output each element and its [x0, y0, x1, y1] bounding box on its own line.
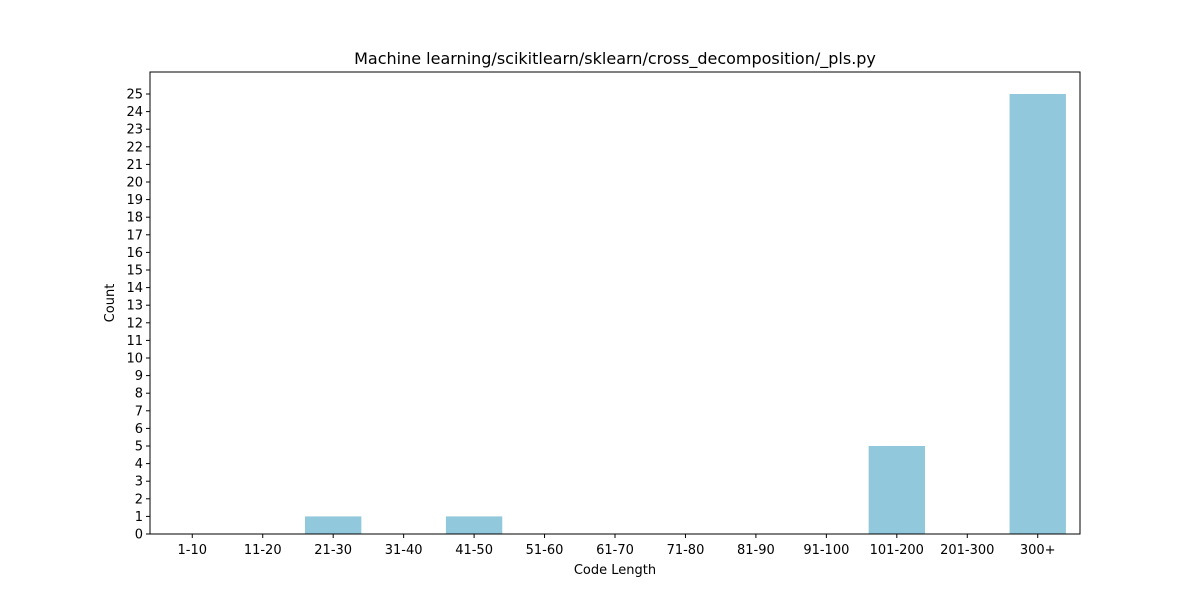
y-tick-label: 16: [126, 246, 143, 261]
bar-300+: [1009, 94, 1066, 534]
y-tick-label: 18: [126, 211, 143, 226]
x-tick-label: 31-40: [385, 543, 423, 558]
y-tick-label: 20: [126, 176, 143, 191]
y-tick-label: 8: [135, 387, 143, 402]
x-axis-label: Code Length: [574, 563, 656, 578]
x-tick-label: 300+: [1020, 543, 1056, 558]
y-tick-label: 22: [126, 140, 143, 155]
x-tick-label: 11-20: [244, 543, 282, 558]
y-tick-label: 9: [135, 369, 143, 384]
bar-41-50: [445, 516, 503, 534]
y-tick-label: 1: [135, 510, 143, 525]
y-tick-label: 11: [126, 334, 143, 349]
x-tick-label: 21-30: [314, 543, 352, 558]
y-tick-label: 3: [135, 475, 143, 490]
x-tick-label: 41-50: [455, 543, 493, 558]
y-axis: 0123456789101112131415161718192021222324…: [126, 88, 150, 543]
x-tick-label: 51-60: [526, 543, 564, 558]
y-tick-label: 6: [135, 422, 143, 437]
x-tick-label: 81-90: [737, 543, 775, 558]
x-tick-label: 101-200: [870, 543, 924, 558]
y-tick-label: 19: [126, 193, 143, 208]
y-tick-label: 4: [135, 457, 143, 472]
chart-title: Machine learning/scikitlearn/sklearn/cro…: [354, 49, 876, 69]
x-axis: 1-10 11-20 21-30 31-40 41-50 51-60 61-70 71-80 8…: [178, 534, 1056, 558]
y-axis-label: Count: [103, 284, 118, 323]
y-tick-label: 24: [126, 105, 143, 120]
y-tick-label: 14: [126, 281, 143, 296]
plot-frame: [149, 71, 1081, 535]
bar-101-200: [868, 446, 925, 534]
bar-21-30: [305, 516, 362, 534]
y-tick-label: 23: [126, 123, 143, 138]
y-tick-label: 7: [135, 404, 143, 419]
y-tick-label: 2: [135, 492, 143, 507]
y-tick-label: 13: [126, 299, 143, 314]
x-tick-label: 71-80: [667, 543, 705, 558]
y-tick-label: 15: [126, 264, 143, 279]
x-tick-label: 91-100: [803, 543, 849, 558]
y-tick-label: 12: [126, 316, 143, 331]
x-tick-label: 1-10: [178, 543, 208, 558]
bars-layer: [305, 94, 1066, 534]
y-tick-label: 0: [135, 528, 143, 543]
y-tick-label: 17: [126, 228, 143, 243]
x-tick-label: 61-70: [596, 543, 634, 558]
y-tick-label: 21: [126, 158, 143, 173]
y-tick-label: 25: [126, 88, 143, 103]
y-tick-label: 10: [126, 352, 143, 367]
y-tick-label: 5: [135, 440, 143, 455]
x-tick-label: 201-300: [940, 543, 994, 558]
